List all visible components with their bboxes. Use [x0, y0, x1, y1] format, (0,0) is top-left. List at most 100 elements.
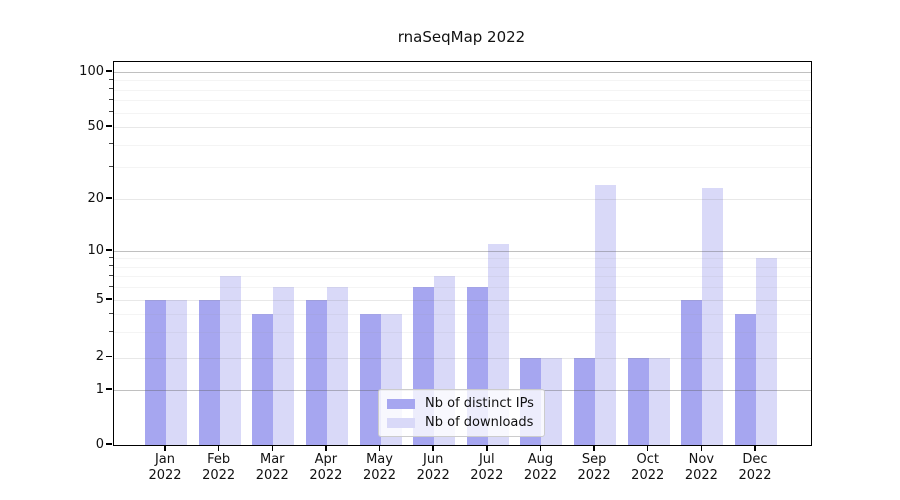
y-tick-mark — [106, 388, 112, 390]
x-tick-label: May 2022 — [347, 452, 413, 483]
bar-downloads — [166, 300, 187, 445]
bar-distinct-ips — [574, 357, 596, 445]
gridline — [114, 357, 811, 359]
bar-downloads — [273, 287, 295, 445]
legend: Nb of distinct IPs Nb of downloads — [378, 389, 545, 437]
x-tick-month: Apr — [314, 452, 338, 467]
x-tick-mark — [164, 445, 166, 451]
x-tick-year: 2022 — [309, 467, 343, 483]
gridline-minor — [114, 332, 811, 334]
x-tick-year: 2022 — [362, 467, 397, 483]
x-tick-year: 2022 — [470, 467, 504, 483]
gridline-minor — [114, 112, 811, 114]
x-tick-year: 2022 — [416, 467, 450, 483]
x-tick-label: Jul 2022 — [454, 452, 520, 483]
y-tick-label: 2 — [95, 349, 104, 364]
bar-distinct-ips — [735, 314, 756, 445]
x-tick-label: Jun 2022 — [400, 452, 466, 483]
x-tick-label: Feb 2022 — [186, 452, 252, 483]
x-tick-year: 2022 — [684, 467, 718, 483]
y-minor-tick-mark — [109, 265, 113, 267]
gridline — [114, 300, 811, 301]
bar-distinct-ips — [681, 300, 703, 445]
x-tick-year: 2022 — [148, 467, 182, 483]
bar-downloads — [702, 188, 724, 445]
legend-item-distinct-ips: Nb of distinct IPs — [387, 396, 536, 411]
x-tick-mark — [700, 445, 703, 451]
x-tick-label: Sep 2022 — [561, 452, 627, 483]
y-minor-tick-mark — [109, 78, 113, 80]
y-tick-mark — [106, 298, 112, 300]
gridline-minor — [114, 276, 811, 278]
x-tick-year: 2022 — [577, 467, 611, 483]
x-tick-month: Jul — [478, 452, 495, 467]
legend-swatch-downloads — [387, 417, 415, 428]
y-tick-label: 100 — [79, 63, 104, 79]
x-tick-year: 2022 — [202, 467, 236, 483]
x-tick-month: Feb — [207, 452, 231, 467]
gridline-major — [114, 72, 811, 73]
y-minor-tick-mark — [109, 312, 113, 314]
x-tick-label: Nov 2022 — [668, 452, 734, 483]
y-minor-tick-mark — [109, 98, 113, 100]
x-tick-mark — [539, 445, 542, 451]
x-tick-mark — [754, 445, 756, 451]
bar-downloads — [595, 184, 617, 445]
gridline-minor — [114, 100, 811, 102]
bar-downloads — [648, 357, 670, 445]
x-tick-month: Oct — [636, 452, 659, 467]
legend-item-downloads: Nb of downloads — [387, 415, 536, 430]
x-tick-year: 2022 — [738, 467, 772, 483]
y-tick-mark — [106, 125, 112, 127]
gridline-minor — [114, 144, 811, 146]
x-tick-mark — [647, 445, 649, 451]
x-tick-label: Apr 2022 — [293, 452, 359, 483]
x-tick-mark — [378, 445, 381, 451]
bar-downloads — [219, 276, 241, 445]
y-tick-label: 50 — [87, 118, 104, 134]
legend-label-distinct-ips: Nb of distinct IPs — [425, 396, 534, 411]
legend-label-downloads: Nb of downloads — [425, 415, 534, 430]
x-tick-month: Dec — [742, 452, 768, 467]
y-tick-mark — [106, 249, 112, 251]
y-tick-label: 0 — [95, 436, 104, 452]
bar-downloads — [756, 258, 777, 445]
bar-distinct-ips — [305, 300, 327, 445]
gridline-minor — [114, 266, 811, 268]
gridline-minor — [114, 258, 811, 260]
y-minor-tick-mark — [109, 165, 113, 167]
x-tick-month: Mar — [260, 452, 285, 467]
x-tick-label: Jan 2022 — [132, 452, 198, 483]
y-minor-tick-mark — [109, 143, 113, 145]
x-tick-month: Sep — [581, 452, 607, 467]
bar-downloads — [326, 287, 348, 445]
gridline-major — [114, 251, 811, 252]
x-tick-label: Dec 2022 — [722, 452, 788, 483]
y-minor-tick-mark — [109, 88, 113, 90]
bar-distinct-ips — [627, 357, 649, 445]
x-tick-month: Jan — [154, 452, 176, 467]
x-tick-year: 2022 — [255, 467, 289, 483]
x-tick-mark — [486, 445, 488, 451]
x-tick-mark — [593, 445, 595, 451]
x-tick-mark — [217, 445, 220, 451]
chart-title: rnaSeqMap 2022 — [397, 28, 526, 46]
y-tick-mark — [106, 443, 112, 445]
bar-distinct-ips — [252, 314, 274, 445]
x-tick-label: Oct 2022 — [615, 452, 681, 483]
gridline-minor — [114, 167, 811, 169]
y-tick-mark — [106, 355, 112, 358]
y-tick-label: 20 — [87, 190, 104, 206]
y-minor-tick-mark — [109, 330, 113, 332]
x-tick-year: 2022 — [523, 467, 557, 483]
plot-area — [113, 61, 812, 446]
y-tick-mark — [106, 70, 112, 72]
x-tick-year: 2022 — [631, 467, 665, 483]
x-tick-label: Mar 2022 — [239, 452, 305, 483]
y-tick-label: 1 — [95, 381, 104, 397]
x-tick-label: Aug 2022 — [507, 452, 573, 483]
x-tick-month: Jun — [423, 452, 444, 467]
gridline — [114, 127, 811, 128]
gridline-minor — [114, 89, 811, 91]
